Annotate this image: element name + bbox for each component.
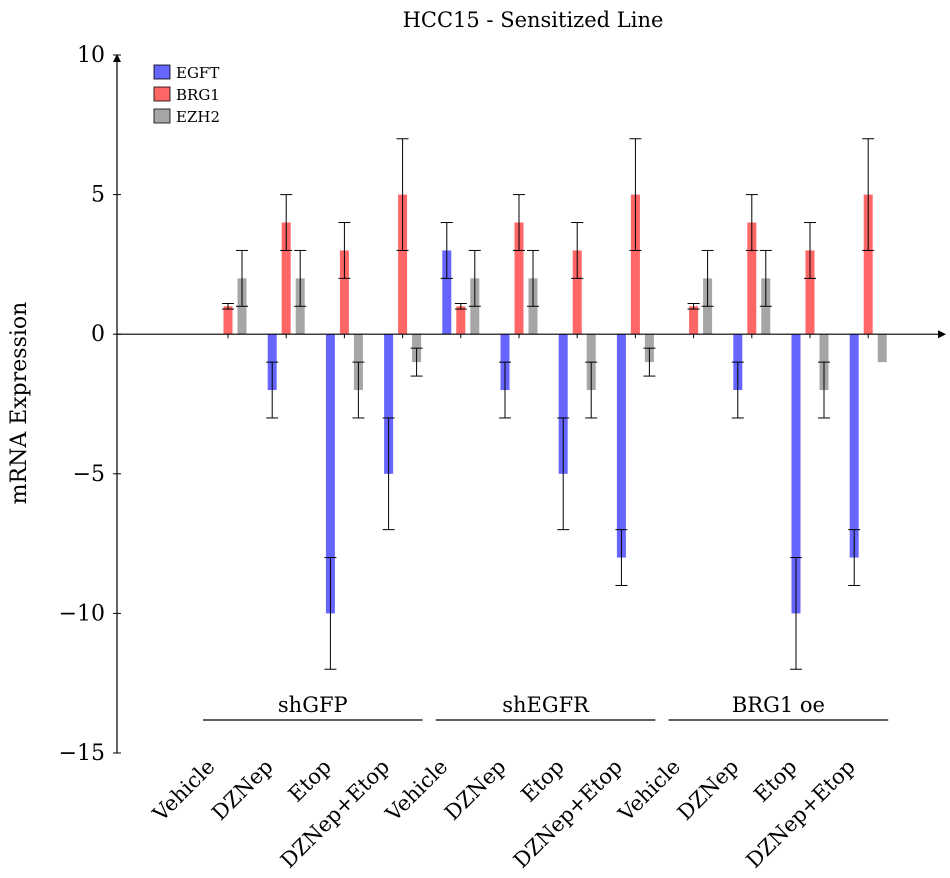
x-tick-label: Etop bbox=[749, 755, 801, 807]
error-bar bbox=[352, 361, 365, 419]
bar bbox=[747, 222, 757, 335]
x-tick-label: DZNep bbox=[207, 755, 277, 825]
legend: EGFT BRG1 EZH2 bbox=[153, 64, 220, 126]
error-bar bbox=[468, 249, 481, 307]
legend-swatch bbox=[153, 64, 171, 80]
error-bar bbox=[324, 557, 337, 670]
bar bbox=[630, 194, 640, 335]
y-tick-label: −15 bbox=[59, 741, 105, 766]
error-bar bbox=[687, 302, 700, 310]
error-bar bbox=[294, 249, 307, 307]
bar bbox=[849, 334, 859, 558]
bar bbox=[223, 306, 233, 335]
error-bar bbox=[862, 138, 875, 251]
error-bar bbox=[440, 222, 453, 279]
error-bar bbox=[615, 529, 628, 586]
y-tick-label: 5 bbox=[91, 183, 105, 208]
error-bar bbox=[701, 249, 714, 307]
error-bar bbox=[629, 138, 642, 251]
group-label: shEGFR bbox=[502, 693, 590, 717]
legend-item: EGFT bbox=[153, 64, 219, 82]
y-tick-label: −5 bbox=[73, 462, 105, 487]
y-axis-arrow bbox=[113, 54, 121, 62]
error-bar bbox=[804, 222, 816, 279]
error-bar bbox=[499, 361, 511, 419]
bar bbox=[514, 222, 524, 335]
x-tick-label: Vehicle bbox=[380, 755, 452, 827]
error-bar bbox=[280, 194, 293, 251]
error-bar bbox=[396, 138, 409, 251]
error-bar bbox=[454, 302, 467, 310]
x-tick-label: DZNep bbox=[673, 755, 743, 825]
error-bar bbox=[731, 361, 744, 419]
legend-label: EZH2 bbox=[176, 108, 220, 126]
error-bars-layer bbox=[222, 138, 875, 670]
bar bbox=[398, 194, 408, 335]
error-bar bbox=[571, 222, 584, 279]
x-axis-arrow bbox=[938, 330, 946, 339]
x-tick-label: Vehicle bbox=[148, 755, 220, 827]
bar bbox=[456, 306, 466, 335]
x-tick-label: Vehicle bbox=[613, 755, 685, 827]
axes bbox=[113, 54, 946, 754]
error-bar bbox=[338, 222, 351, 279]
bar bbox=[558, 334, 568, 474]
bar bbox=[339, 250, 349, 335]
error-bar bbox=[266, 361, 279, 419]
bar bbox=[805, 250, 815, 335]
y-tick-label: −10 bbox=[59, 601, 105, 626]
error-bar bbox=[643, 347, 656, 377]
bar bbox=[384, 334, 394, 474]
error-bar bbox=[382, 417, 395, 531]
error-bar bbox=[848, 529, 861, 586]
error-bar bbox=[818, 361, 830, 419]
legend-item: EZH2 bbox=[153, 108, 220, 126]
error-bar bbox=[410, 347, 423, 377]
y-axis-label: mRNA Expression bbox=[7, 302, 32, 505]
y-tick-label: 0 bbox=[91, 322, 105, 347]
error-bar bbox=[557, 417, 570, 531]
group-label: BRG1 oe bbox=[732, 693, 825, 717]
error-bar bbox=[585, 361, 598, 419]
bar bbox=[616, 334, 626, 558]
x-tick-label: Etop bbox=[517, 755, 569, 807]
group-label: shGFP bbox=[278, 693, 348, 717]
legend-swatch bbox=[153, 86, 171, 102]
y-tick-label: 10 bbox=[77, 43, 105, 68]
legend-label: EGFT bbox=[176, 64, 219, 82]
error-bar bbox=[222, 302, 234, 310]
bar bbox=[791, 334, 801, 614]
bar bbox=[442, 250, 452, 335]
error-bar bbox=[236, 249, 248, 307]
legend-swatch bbox=[153, 108, 171, 124]
bars-layer bbox=[223, 194, 887, 614]
error-bar bbox=[745, 194, 758, 251]
bar bbox=[325, 334, 335, 614]
bar bbox=[572, 250, 582, 335]
error-bar bbox=[759, 249, 772, 307]
error-bar bbox=[527, 249, 539, 307]
legend-label: BRG1 bbox=[176, 86, 220, 104]
x-tick-label: Etop bbox=[284, 755, 336, 807]
bar bbox=[877, 334, 887, 363]
bar bbox=[281, 222, 291, 335]
legend-item: BRG1 bbox=[153, 86, 220, 104]
bar bbox=[689, 306, 699, 335]
x-tick-label: DZNep bbox=[440, 755, 510, 825]
error-bar bbox=[790, 557, 802, 670]
chart-title: HCC15 - Sensitized Line bbox=[403, 8, 664, 32]
error-bar bbox=[513, 194, 525, 251]
bar bbox=[863, 194, 873, 335]
